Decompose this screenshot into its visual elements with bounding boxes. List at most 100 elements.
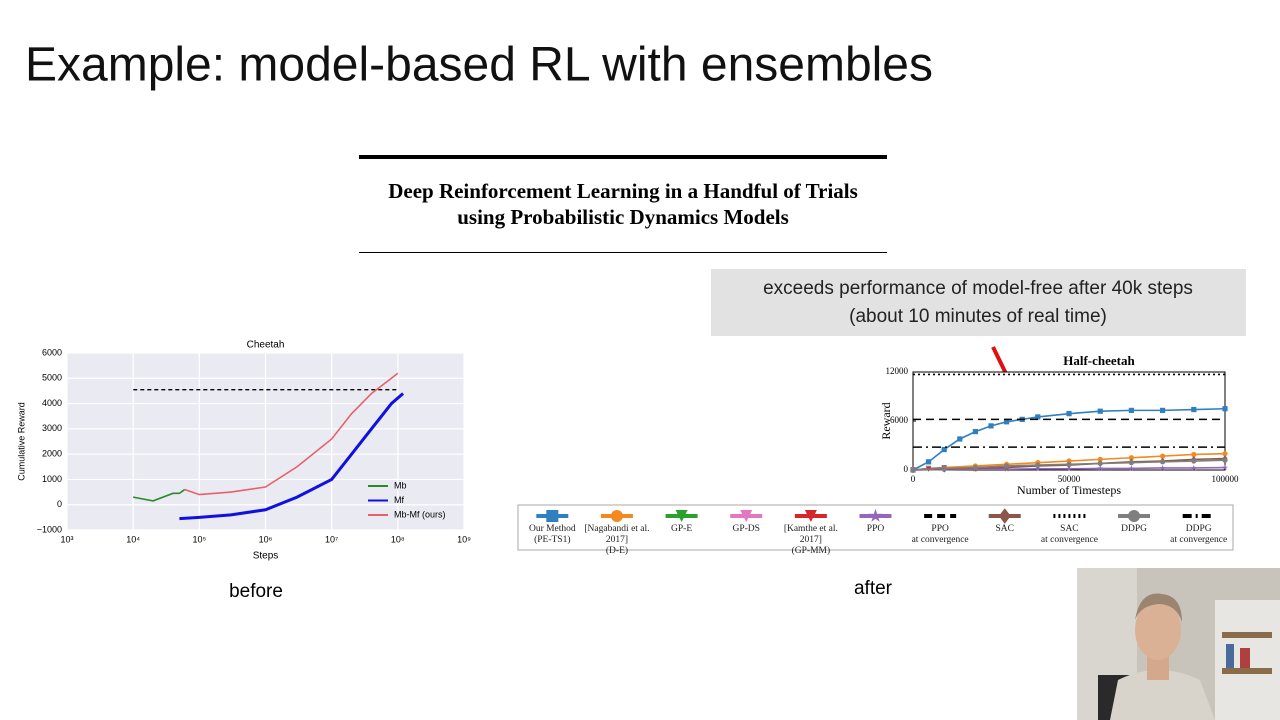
legend-label: PPO at convergence xyxy=(911,524,969,545)
marker xyxy=(1004,463,1010,469)
y-axis-label: Reward xyxy=(879,402,893,439)
marker xyxy=(1035,414,1041,420)
legend-label: GP-DS xyxy=(732,524,760,534)
y-tick-label: 0 xyxy=(904,464,909,474)
x-tick-label: 100000 xyxy=(1212,474,1240,484)
legend-label: SAC at convergence xyxy=(1040,524,1098,545)
y-tick-label: 3000 xyxy=(42,423,62,433)
marker xyxy=(1160,453,1166,459)
y-tick-label: 1000 xyxy=(42,474,62,484)
legend-label: DDPG xyxy=(1121,524,1147,534)
x-tick-label: 50000 xyxy=(1058,474,1081,484)
legend-label: SAC xyxy=(995,524,1014,534)
legend-label: Mf xyxy=(394,495,404,505)
legend-label: GP-E xyxy=(671,524,693,534)
y-tick-label: −1000 xyxy=(37,524,62,534)
y-tick-label: 6000 xyxy=(42,347,62,357)
paper-top-rule xyxy=(359,155,887,159)
chart: Half-cheetah 0 6000 12000 0 50000 100000 Number… xyxy=(536,353,1239,524)
marker xyxy=(1128,510,1141,522)
marker xyxy=(1128,407,1134,413)
marker xyxy=(868,508,883,522)
legend-label: [Kamthe et al. 2017] (GP-MM) xyxy=(783,524,838,556)
webcam xyxy=(1077,568,1280,720)
marker xyxy=(804,510,817,522)
legend-label: DDPG at convergence xyxy=(1170,524,1228,545)
marker xyxy=(1066,461,1072,467)
marker xyxy=(1191,406,1197,413)
y-tick-label: 12000 xyxy=(886,366,909,376)
marker xyxy=(610,510,623,522)
marker xyxy=(1191,451,1197,458)
series-line xyxy=(133,488,186,502)
x-axis-label: Steps xyxy=(253,551,279,562)
marker xyxy=(998,508,1011,524)
marker xyxy=(1222,451,1228,457)
x-tick-label: 10⁶ xyxy=(259,534,273,544)
paper-rule xyxy=(359,252,887,253)
marker xyxy=(1222,464,1228,471)
marker xyxy=(988,423,994,429)
marker xyxy=(941,465,947,471)
marker xyxy=(972,464,979,471)
marker xyxy=(910,467,916,473)
legend-label: Mb-Mf (ours) xyxy=(394,509,446,519)
legend-label: Our Method (PE-TS1) xyxy=(528,524,576,545)
x-tick-label: 10⁷ xyxy=(325,534,338,544)
marker xyxy=(1190,464,1197,471)
marker xyxy=(740,510,753,522)
callout-box xyxy=(711,269,1246,336)
slide-title: Example: model-based RL with ensembles xyxy=(25,39,933,92)
chart: Cheetah −1000 0 1000 2000 3000 4000 5000 6000 10³… xyxy=(16,340,471,562)
y-axis-label: Cumulative Reward xyxy=(16,402,26,481)
caption: before xyxy=(229,581,283,602)
caption: after xyxy=(854,578,893,599)
x-tick-label: 10⁴ xyxy=(126,534,140,544)
y-tick-label: 2000 xyxy=(42,449,62,459)
paper-title: using Probabilistic Dynamics Models xyxy=(457,205,789,229)
y-tick-label: 6000 xyxy=(890,415,909,425)
marker xyxy=(546,510,559,522)
marker xyxy=(1097,408,1103,414)
marker xyxy=(1004,419,1010,425)
marker xyxy=(1097,465,1104,471)
x-tick-label: 10⁸ xyxy=(391,534,405,544)
marker xyxy=(1222,406,1228,412)
marker xyxy=(1035,462,1041,468)
x-tick-label: 10³ xyxy=(60,534,73,544)
marker xyxy=(1097,456,1103,462)
paper-title: Deep Reinforcement Learning in a Handful… xyxy=(388,179,858,203)
marker xyxy=(1066,411,1072,417)
y-tick-label: 4000 xyxy=(42,398,62,408)
marker xyxy=(675,510,688,522)
callout-text: (about 10 minutes of real time) xyxy=(849,306,1107,327)
series-line xyxy=(179,392,405,521)
legend-label: PPO xyxy=(866,524,885,534)
x-axis-label: Number of Timesteps xyxy=(1017,483,1121,497)
y-tick-label: 0 xyxy=(57,499,62,509)
x-tick-label: 10⁹ xyxy=(457,534,471,544)
marker xyxy=(1191,458,1197,464)
chart-title: Half-cheetah xyxy=(1063,353,1135,368)
marker xyxy=(1097,460,1103,467)
marker xyxy=(941,446,947,453)
marker xyxy=(1128,460,1134,466)
legend-label: [Nagabandi et al. 2017] (D-E) xyxy=(584,524,650,556)
marker xyxy=(926,459,932,465)
chart-title: Cheetah xyxy=(247,340,285,351)
y-tick-label: 5000 xyxy=(42,373,62,383)
marker xyxy=(972,429,978,435)
plot-area xyxy=(912,371,1226,471)
legend-label: Mb xyxy=(394,480,407,490)
x-tick-label: 10⁵ xyxy=(192,534,206,544)
marker xyxy=(1222,457,1228,463)
marker xyxy=(1160,459,1166,465)
series-line xyxy=(184,372,399,496)
marker xyxy=(1159,464,1166,471)
marker xyxy=(1128,455,1134,461)
callout-text: exceeds performance of model-free after … xyxy=(763,278,1193,299)
marker xyxy=(1128,465,1135,471)
x-tick-label: 0 xyxy=(911,474,916,484)
